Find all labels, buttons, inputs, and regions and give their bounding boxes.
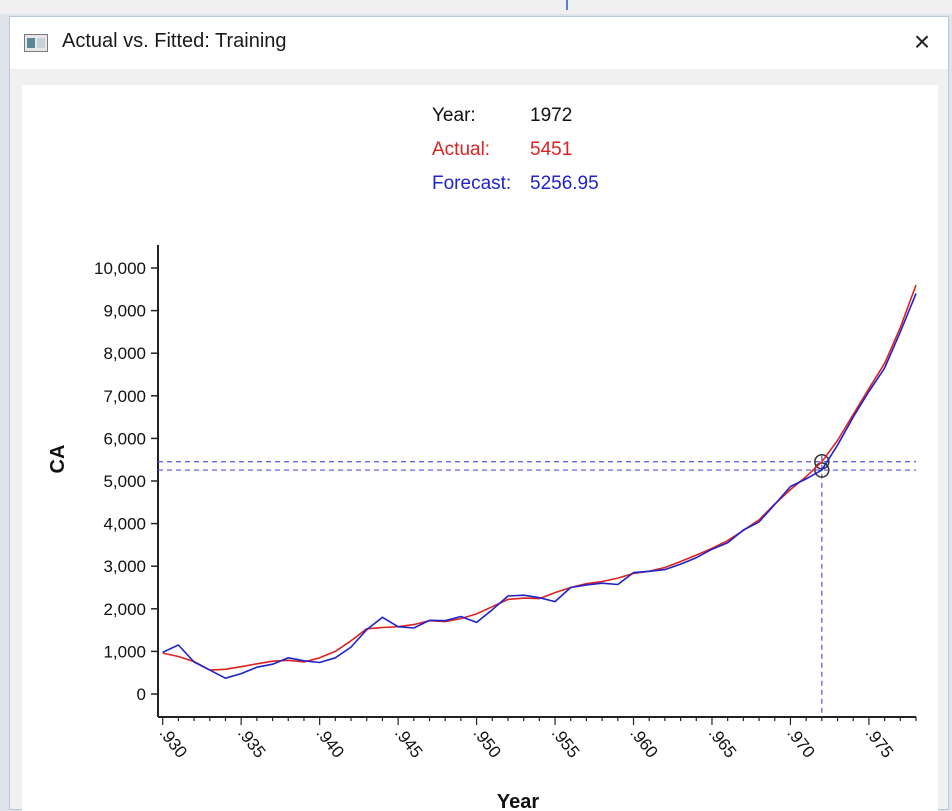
x-tick-label: .965 bbox=[705, 724, 740, 762]
y-tick-label: 2,000 bbox=[103, 600, 146, 619]
y-tick-label: 5,000 bbox=[103, 472, 146, 491]
readout-forecast-label: Forecast: bbox=[432, 173, 512, 194]
y-tick-label: 10,000 bbox=[94, 259, 146, 278]
readout-year-value: 1972 bbox=[530, 105, 573, 126]
x-tick-label: .950 bbox=[469, 724, 504, 762]
readout-forecast-row: Forecast: 5256.95 bbox=[432, 167, 599, 201]
x-tick-label: .940 bbox=[312, 724, 347, 762]
y-tick-label: 4,000 bbox=[103, 515, 146, 534]
y-tick-label: 6,000 bbox=[103, 429, 146, 448]
readout-actual-label: Actual: bbox=[432, 139, 491, 160]
window-title: Actual vs. Fitted: Training bbox=[62, 30, 287, 52]
hover-readout: Year: 1972 Actual: 5451 Forecast: 5256.9… bbox=[432, 99, 599, 201]
y-tick-label: 1,000 bbox=[103, 642, 146, 661]
hover-cursor bbox=[158, 454, 916, 717]
chart-window: Actual vs. Fitted: Training × Year: 1972… bbox=[9, 16, 949, 811]
title-bar[interactable]: Actual vs. Fitted: Training × bbox=[10, 17, 948, 69]
x-axis: .930 .935 .940 .945 .950 .955 .960 .965 .970 .975 bbox=[156, 716, 917, 762]
background-fragment bbox=[20, 0, 80, 4]
readout-year-row: Year: 1972 bbox=[432, 99, 599, 133]
readout-forecast-value: 5256.95 bbox=[530, 173, 599, 194]
series-line-forecast bbox=[162, 293, 917, 680]
line-chart[interactable]: 0 1,000 2,000 3,000 4,000 5,000 6,000 7,000 8,00… bbox=[22, 85, 938, 811]
y-tick-label: 9,000 bbox=[103, 302, 146, 321]
chart-panel: Year: 1972 Actual: 5451 Forecast: 5256.9… bbox=[22, 85, 938, 811]
readout-actual-row: Actual: 5451 bbox=[432, 133, 599, 167]
y-tick-label: 8,000 bbox=[103, 344, 146, 363]
series-group bbox=[162, 284, 917, 680]
readout-actual-value: 5451 bbox=[530, 139, 573, 160]
x-tick-label: .930 bbox=[156, 724, 191, 762]
y-tick-label: 3,000 bbox=[103, 557, 146, 576]
chart-window-icon bbox=[24, 34, 48, 52]
background-window-strip bbox=[0, 0, 952, 14]
x-tick-label: .960 bbox=[626, 724, 661, 762]
readout-year-label: Year: bbox=[432, 105, 476, 126]
cursor-forecast-marker bbox=[814, 462, 830, 478]
y-tick-label: 0 bbox=[137, 685, 146, 704]
x-tick-label: .955 bbox=[548, 724, 583, 762]
x-tick-label: .975 bbox=[862, 724, 897, 762]
series-line-actual bbox=[162, 284, 917, 671]
y-axis-label: CA bbox=[47, 445, 69, 474]
y-tick-label: 7,000 bbox=[103, 387, 146, 406]
x-tick-label: .945 bbox=[391, 724, 426, 762]
background-fragment bbox=[566, 0, 808, 10]
y-axis: 0 1,000 2,000 3,000 4,000 5,000 6,000 7,000 8,00… bbox=[94, 245, 159, 717]
close-button[interactable]: × bbox=[913, 26, 931, 57]
x-axis-label: Year bbox=[497, 791, 539, 811]
x-tick-label: .970 bbox=[783, 724, 818, 762]
x-tick-label: .935 bbox=[234, 724, 269, 762]
